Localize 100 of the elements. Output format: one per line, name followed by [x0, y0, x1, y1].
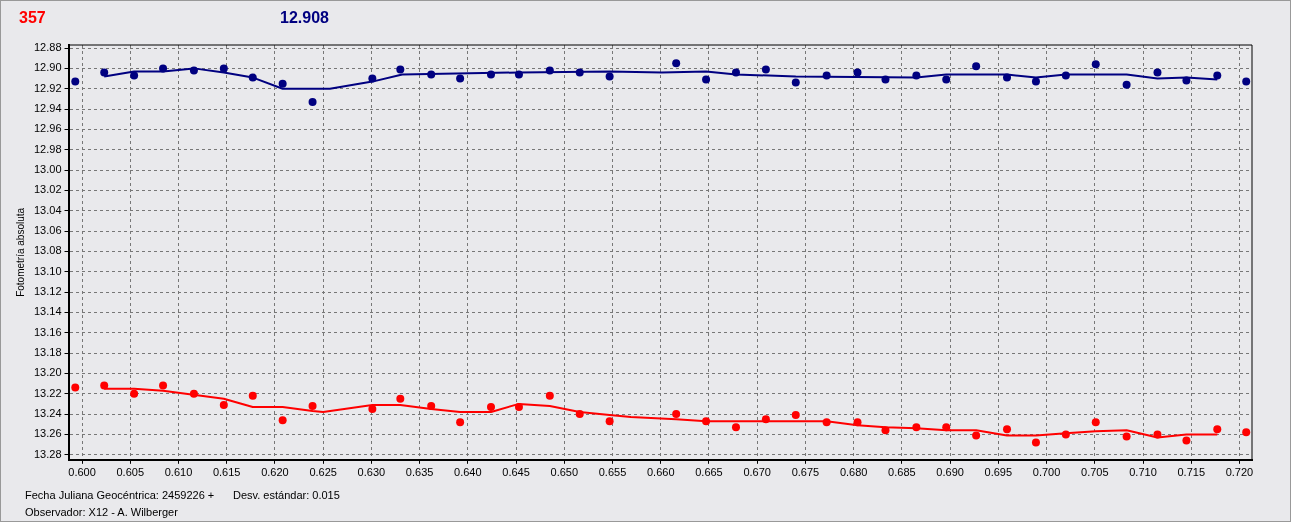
point [942, 423, 951, 432]
point [791, 78, 800, 87]
point [278, 416, 287, 425]
point [731, 423, 740, 432]
point [248, 73, 257, 82]
point [456, 74, 465, 83]
x-tick-label: 0.665 [695, 466, 723, 479]
point [1091, 60, 1100, 69]
point [1061, 71, 1070, 80]
point [1122, 80, 1131, 89]
x-tick-label: 0.625 [309, 466, 337, 479]
x-tick-label: 0.645 [502, 466, 530, 479]
y-tick-label: 13.28 [34, 447, 62, 460]
x-tick-label: 0.615 [212, 466, 241, 479]
x-tick-label: 0.640 [454, 466, 482, 479]
point [71, 383, 80, 392]
x-tick-label: 0.600 [68, 466, 96, 479]
point [1153, 68, 1162, 77]
point [881, 426, 890, 435]
point [189, 66, 198, 75]
point [605, 72, 614, 81]
point [159, 381, 168, 390]
point [702, 75, 711, 84]
point [427, 401, 436, 410]
x-tick-label: 0.630 [357, 466, 386, 479]
point [1122, 432, 1131, 441]
point [159, 64, 168, 73]
y-tick-label: 13.26 [34, 427, 62, 440]
x-tick-label: 0.695 [984, 466, 1013, 479]
point [791, 411, 800, 420]
x-tick-label: 0.700 [1032, 466, 1061, 479]
y-tick-label: 13.16 [34, 325, 62, 338]
y-tick-label: 13.00 [34, 163, 62, 176]
x-tick-label: 0.705 [1081, 466, 1109, 479]
point [942, 75, 951, 84]
x-tick-label: 0.620 [261, 466, 289, 479]
x-tick-label: 0.660 [646, 466, 675, 479]
y-tick-label: 13.10 [34, 264, 62, 277]
point [672, 410, 681, 419]
point [853, 418, 862, 427]
y-tick-label: 12.94 [34, 102, 62, 115]
point [853, 68, 862, 77]
point [219, 400, 228, 409]
y-tick-label: 12.98 [34, 142, 62, 155]
point [912, 423, 921, 432]
point [761, 415, 770, 424]
point [545, 391, 554, 400]
point [881, 75, 890, 84]
point [130, 71, 139, 80]
point [702, 417, 711, 426]
point [822, 418, 831, 427]
y-axis-title: Fotometría absoluta [14, 207, 26, 297]
point [545, 66, 554, 75]
point [731, 68, 740, 77]
point [761, 65, 770, 74]
y-tick-label: 13.02 [34, 183, 62, 196]
point [368, 74, 377, 83]
point [514, 70, 523, 79]
point [396, 65, 405, 74]
text: Fecha Juliana Geocéntrica: 2459226 + [25, 489, 215, 501]
point [71, 77, 80, 86]
point [575, 410, 584, 419]
x-tick-label: 0.670 [743, 466, 771, 479]
point [1182, 76, 1191, 85]
x-tick-label: 0.690 [936, 466, 964, 479]
point [1031, 77, 1040, 86]
point [189, 389, 198, 398]
point [1003, 425, 1012, 434]
point [514, 402, 523, 411]
y-tick-label: 13.18 [34, 346, 62, 359]
point [427, 70, 436, 79]
point [1031, 438, 1040, 447]
y-tick-label: 12.96 [34, 122, 62, 135]
x-tick-label: 0.650 [550, 466, 579, 479]
y-tick-label: 13.06 [34, 224, 62, 237]
point [972, 62, 981, 71]
text: Observador: X12 - A. Wilberger [25, 506, 178, 518]
chart-subtitle: 12.908 [280, 9, 329, 27]
point [486, 70, 495, 79]
point [1213, 71, 1222, 80]
x-tick-label: 0.680 [839, 466, 868, 479]
y-tick-label: 13.22 [34, 386, 62, 399]
x-tick-label: 0.710 [1129, 466, 1157, 479]
point [822, 71, 831, 80]
point [1061, 430, 1070, 439]
x-tick-label: 0.635 [405, 466, 434, 479]
point [396, 394, 405, 403]
y-tick-label: 13.24 [34, 407, 62, 420]
y-tick-label: 13.12 [34, 285, 62, 298]
point [219, 64, 228, 73]
x-tick-label: 0.720 [1225, 466, 1254, 479]
y-tick-label: 13.04 [34, 203, 62, 216]
point [456, 418, 465, 427]
point [1242, 77, 1251, 86]
point [912, 71, 921, 80]
point [100, 381, 109, 390]
text: Desv. estándar: 0.015 [233, 489, 340, 501]
x-tick-label: 0.655 [598, 466, 627, 479]
point [1003, 73, 1012, 82]
point [972, 431, 981, 440]
